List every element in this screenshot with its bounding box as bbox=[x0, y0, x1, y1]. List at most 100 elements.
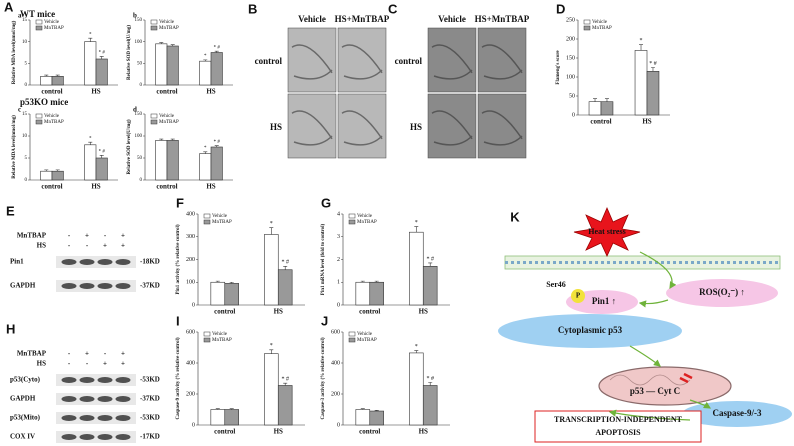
mitochondrion bbox=[598, 366, 732, 406]
panel-label: c bbox=[18, 106, 21, 114]
sign: - bbox=[104, 232, 107, 240]
panel-label: C bbox=[388, 1, 398, 16]
band-label: COX IV bbox=[10, 433, 35, 441]
y-axis-label: Relative MDA level(nmol/mg) bbox=[12, 20, 17, 84]
node-label: Ser46 bbox=[546, 280, 566, 289]
error-bar bbox=[283, 382, 288, 386]
significance: * # bbox=[281, 260, 289, 266]
blot-band bbox=[79, 415, 95, 421]
blot-band bbox=[79, 396, 95, 402]
node-label: Heat stress bbox=[588, 227, 625, 236]
group-label: WT mice bbox=[20, 9, 55, 19]
blot-band bbox=[97, 259, 113, 265]
legend-swatch bbox=[583, 25, 591, 31]
x-tick-label: control bbox=[214, 308, 235, 316]
y-tick-label: 50 bbox=[569, 93, 575, 99]
blot-band bbox=[61, 283, 77, 289]
phospho bbox=[571, 289, 585, 303]
error-bar bbox=[229, 281, 234, 284]
micrograph-texture bbox=[341, 44, 383, 80]
blot-strip bbox=[56, 412, 136, 424]
blot-band bbox=[61, 415, 77, 421]
y-tick-label: 200 bbox=[331, 391, 340, 397]
significance: * bbox=[204, 146, 207, 151]
chart: 0 1 2 3 4 Pin1 mRNA level (fold to control) co… bbox=[321, 195, 450, 316]
diagram-shapes bbox=[498, 206, 792, 443]
blot-band bbox=[61, 259, 77, 265]
y-tick-label: 100 bbox=[135, 40, 143, 45]
significance: * bbox=[415, 220, 418, 226]
bar bbox=[277, 269, 293, 306]
error-bar bbox=[88, 37, 93, 42]
panel-label: D bbox=[556, 1, 565, 16]
legend-label: MnTBAP bbox=[357, 338, 377, 343]
sign: + bbox=[103, 360, 107, 368]
legend-label: MnTBAP bbox=[159, 26, 179, 31]
blot-band bbox=[97, 377, 113, 383]
row-label: HS bbox=[270, 122, 282, 132]
blot-band bbox=[61, 434, 77, 440]
blot-band bbox=[115, 434, 131, 440]
error-bar bbox=[283, 266, 288, 270]
significance: * bbox=[270, 221, 273, 227]
error-bar bbox=[44, 74, 49, 77]
legend-swatch bbox=[150, 25, 158, 31]
bar bbox=[210, 409, 226, 426]
error-bar bbox=[215, 280, 220, 283]
y-tick-label: 0 bbox=[25, 178, 28, 183]
error-bar bbox=[374, 280, 379, 283]
legend-label: Vehicle bbox=[212, 214, 228, 219]
y-tick-label: 400 bbox=[186, 211, 195, 217]
error-bar bbox=[99, 155, 104, 158]
legend-swatch bbox=[203, 219, 211, 225]
significance: * bbox=[270, 343, 273, 349]
significance: * bbox=[89, 136, 92, 141]
group-label: p53KO mice bbox=[20, 97, 68, 107]
sign: + bbox=[121, 232, 125, 240]
y-tick-label: 100 bbox=[186, 280, 195, 286]
y-tick-label: 400 bbox=[331, 360, 340, 366]
legend-swatch bbox=[203, 337, 211, 343]
column-label: HS+MnTBAP bbox=[335, 14, 390, 24]
significance: * # bbox=[99, 150, 106, 155]
legend-swatch bbox=[348, 213, 356, 219]
x-tick-label: control bbox=[41, 88, 62, 96]
error-bar bbox=[428, 382, 433, 386]
sign: - bbox=[68, 360, 71, 368]
legend-label: MnTBAP bbox=[357, 220, 377, 225]
error-bar bbox=[88, 141, 93, 145]
x-tick-label: control bbox=[214, 428, 235, 436]
y-axis-label: Relative SOD level(U/mg) bbox=[127, 119, 132, 174]
band-size: -53KD bbox=[140, 414, 160, 422]
error-bar bbox=[99, 56, 104, 59]
panel-label: A bbox=[4, 0, 14, 14]
bar bbox=[264, 353, 279, 426]
y-tick-label: 100 bbox=[566, 74, 575, 80]
outcome-label: APOPTOSIS bbox=[595, 428, 641, 437]
blot-band bbox=[79, 259, 95, 265]
band-size: -37KD bbox=[140, 395, 160, 403]
chart: 0 200 400 600 Caspase-3 activity (% relative… bbox=[321, 313, 450, 436]
sign: + bbox=[85, 350, 89, 358]
blot-strip bbox=[56, 431, 136, 443]
legend-label: MnTBAP bbox=[44, 26, 64, 31]
bar bbox=[409, 231, 424, 306]
x-tick-label: control bbox=[359, 428, 380, 436]
sign: - bbox=[68, 232, 71, 240]
sign: - bbox=[86, 242, 89, 250]
bar bbox=[40, 170, 53, 181]
y-tick-label: 150 bbox=[566, 55, 575, 61]
release bbox=[679, 372, 693, 384]
band-size: -18KD bbox=[140, 258, 160, 266]
y-tick-label: 600 bbox=[186, 329, 195, 335]
bar bbox=[422, 266, 438, 306]
bar bbox=[422, 385, 438, 426]
y-axis-label: Caspase-3 activity (% relative control) bbox=[321, 337, 326, 419]
error-bar bbox=[360, 280, 365, 283]
micrograph-texture bbox=[481, 110, 523, 146]
bar bbox=[84, 144, 97, 181]
y-tick-label: 50 bbox=[137, 156, 143, 161]
error-bar bbox=[215, 408, 220, 410]
